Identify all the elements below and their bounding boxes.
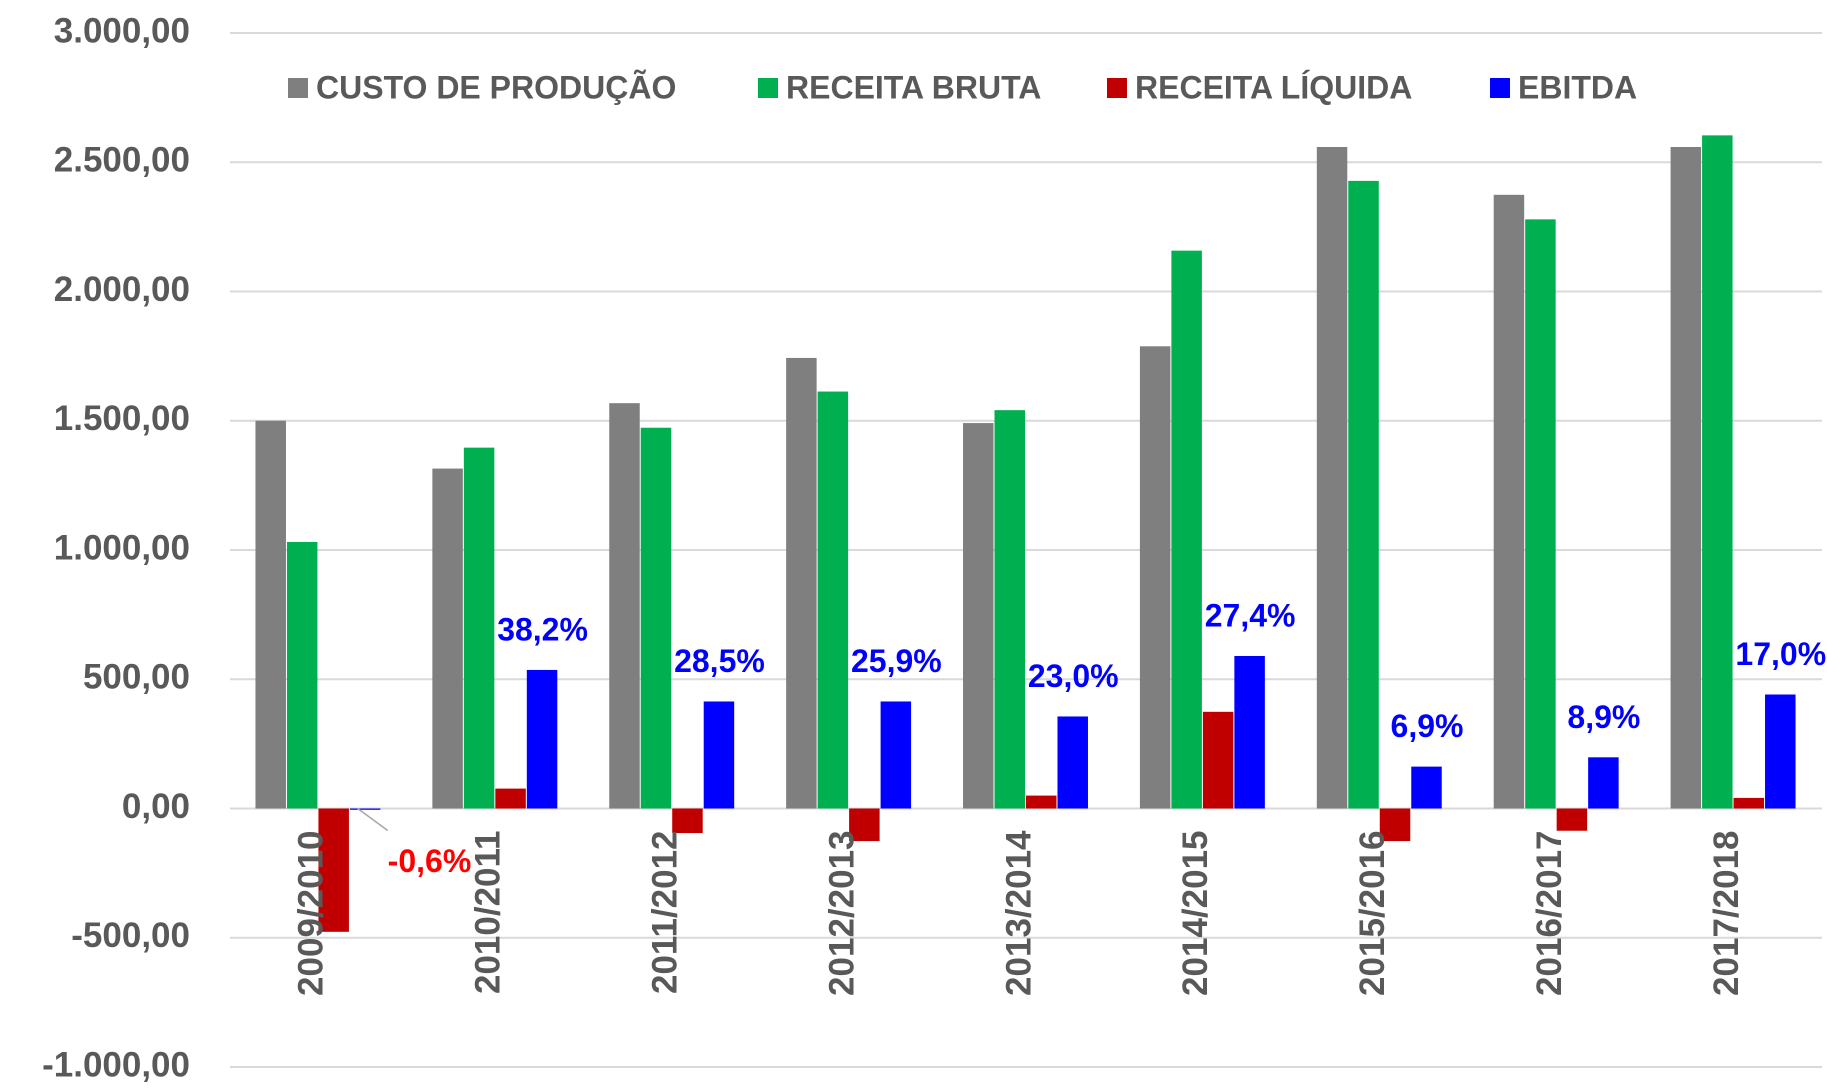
legend-swatch	[288, 78, 308, 98]
bar	[1026, 795, 1057, 809]
y-tick-label: 2.500,00	[54, 141, 190, 180]
annotation: 27,4%	[1205, 597, 1296, 633]
bar	[672, 808, 703, 834]
legend-swatch	[1107, 78, 1127, 98]
bar	[994, 410, 1025, 809]
annotation: 23,0%	[1028, 658, 1119, 694]
bar	[526, 669, 558, 809]
bar	[349, 808, 381, 810]
legend-label: RECEITA LÍQUIDA	[1135, 69, 1412, 105]
annotation: 8,9%	[1567, 699, 1640, 735]
bar	[1139, 346, 1171, 809]
bar	[817, 391, 849, 809]
bar	[1702, 135, 1733, 809]
x-tick-label: 2013/2014	[999, 830, 1038, 996]
bar	[1379, 808, 1411, 842]
bar	[786, 357, 817, 809]
y-tick-label: 3.000,00	[54, 11, 190, 50]
annotation: 28,5%	[674, 643, 765, 679]
y-tick-label: 1.000,00	[54, 528, 190, 567]
x-tick-label: 2016/2017	[1530, 831, 1569, 996]
bar	[1525, 219, 1556, 809]
bar	[1316, 146, 1348, 809]
bar	[1057, 716, 1088, 809]
legend-swatch	[1490, 78, 1510, 98]
y-tick-label: 500,00	[83, 658, 190, 697]
bar	[1733, 797, 1765, 809]
x-tick-label: 2014/2015	[1176, 831, 1215, 996]
x-tick-label: 2017/2018	[1707, 831, 1746, 996]
bar	[318, 808, 349, 932]
bar	[609, 403, 640, 809]
bar	[286, 541, 318, 809]
y-tick-label: -1.000,00	[42, 1045, 190, 1084]
annotation: 6,9%	[1391, 708, 1464, 744]
x-tick-label: 2012/2013	[822, 831, 861, 996]
y-tick-label: 0,00	[122, 787, 190, 826]
y-tick-label: 1.500,00	[54, 399, 190, 438]
x-tick-label: 2010/2011	[469, 831, 508, 995]
legend-label: EBITDA	[1518, 69, 1637, 105]
bar	[255, 420, 286, 809]
bar	[1411, 766, 1442, 809]
leader-line	[357, 807, 389, 832]
legend-label: CUSTO DE PRODUÇÃO	[316, 69, 676, 105]
bar	[1765, 694, 1796, 809]
y-tick-label: -500,00	[71, 916, 190, 955]
bar	[463, 447, 495, 809]
annotation: 17,0%	[1735, 636, 1826, 672]
bar	[1348, 180, 1379, 809]
bar	[1493, 194, 1525, 809]
bar	[1588, 757, 1619, 809]
x-tick-label: 2015/2016	[1353, 831, 1392, 996]
bar	[1556, 808, 1588, 831]
bar	[1202, 711, 1234, 809]
annotation: 38,2%	[497, 611, 588, 647]
bar	[880, 701, 912, 809]
bar	[1670, 146, 1702, 809]
bar	[849, 808, 880, 842]
y-tick-label: 2.000,00	[54, 270, 190, 309]
bar	[640, 427, 672, 809]
legend-label: RECEITA BRUTA	[786, 69, 1041, 105]
bar	[432, 468, 463, 809]
bar	[963, 423, 994, 809]
annotation: -0,6%	[388, 843, 472, 879]
bar	[1234, 655, 1265, 809]
bar	[703, 701, 735, 809]
legend-swatch	[758, 78, 778, 98]
x-tick-label: 2011/2012	[645, 831, 684, 995]
annotation: 25,9%	[851, 643, 942, 679]
bar	[495, 788, 526, 809]
x-tick-label: 2009/2010	[292, 831, 331, 996]
bar	[1171, 250, 1202, 809]
